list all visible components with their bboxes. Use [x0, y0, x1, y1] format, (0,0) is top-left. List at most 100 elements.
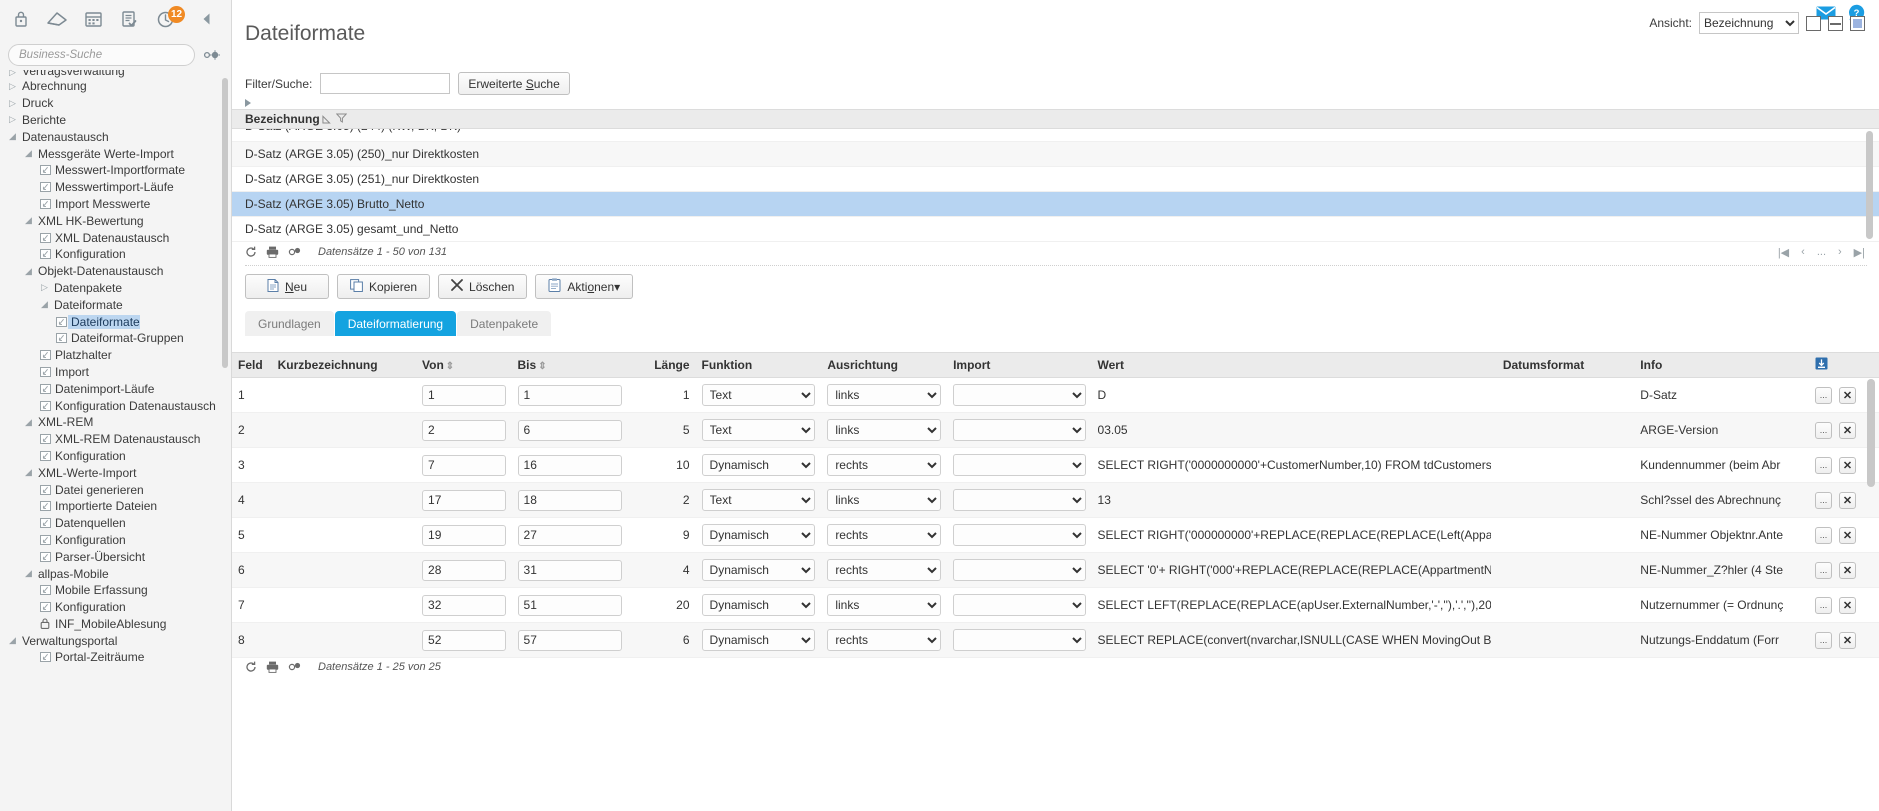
record-list-item[interactable]: D-Satz (ARGE 3.05) Brutto_Netto [232, 192, 1879, 218]
record-list-item[interactable]: D-Satz (ARGE 3.05) (250)_nur Direktkoste… [232, 142, 1879, 168]
tab-grundlagen[interactable]: Grundlagen [245, 311, 334, 337]
sidebar-item-verwaltungsportal[interactable]: ◢ Verwaltungsportal [0, 632, 231, 649]
data-table-row[interactable]: 4 2TextDynamisch linksrechts 13 Schl?ssel de… [232, 482, 1879, 519]
funktion-select[interactable]: TextDynamisch [701, 559, 816, 582]
advanced-search-button[interactable]: Erweiterte Suche [458, 72, 570, 96]
view-detail-icon[interactable] [1850, 15, 1865, 31]
sidebar-item-xml-rem-datenaustausch[interactable]: XML-REM Datenaustausch [0, 431, 231, 448]
collapse-arrow-icon[interactable]: ◢ [25, 467, 32, 478]
von-input[interactable] [422, 489, 506, 511]
col-export[interactable] [1808, 352, 1879, 379]
sidebar-item-abrechnung[interactable]: ▷ Abrechnung [0, 78, 231, 95]
row-detail-button[interactable]: ... [1814, 386, 1832, 404]
print-icon[interactable] [266, 661, 279, 673]
new-button[interactable]: Neu [245, 274, 329, 300]
funktion-select[interactable]: TextDynamisch [701, 524, 816, 547]
funktion-select[interactable]: TextDynamisch [701, 629, 816, 652]
filter-input[interactable] [320, 73, 451, 95]
sidebar-item-mobile-erfassung[interactable]: Mobile Erfassung [0, 582, 231, 599]
sidebar-item-import-messwerte[interactable]: Import Messwerte [0, 196, 231, 213]
sidebar-item-datenaustausch[interactable]: ◢ Datenaustausch [0, 128, 231, 145]
record-list-item[interactable]: D-Satz (ARGE 3.05) (244) (KW, BK, DK) [232, 129, 1879, 143]
row-detail-button[interactable]: ... [1814, 421, 1832, 439]
sidebar-item-konfiguration[interactable]: Konfiguration [0, 448, 231, 465]
sidebar-item-berichte[interactable]: ▷ Berichte [0, 112, 231, 129]
import-select[interactable] [953, 419, 1086, 442]
tab-datenpakete[interactable]: Datenpakete [457, 311, 552, 337]
delete-button[interactable]: Löschen [438, 274, 528, 300]
bis-input[interactable] [517, 489, 622, 511]
collapse-arrow-icon[interactable]: ◢ [25, 416, 32, 427]
expand-arrow-icon[interactable]: ▷ [9, 97, 16, 108]
import-select[interactable] [953, 524, 1086, 547]
row-detail-button[interactable]: ... [1814, 596, 1832, 614]
von-input[interactable] [422, 454, 506, 476]
tasks-icon[interactable] [118, 8, 140, 30]
von-input[interactable] [422, 524, 506, 546]
sidebar-item-konfiguration[interactable]: Konfiguration [0, 246, 231, 263]
import-select[interactable] [953, 594, 1086, 617]
sidebar-item-konfiguration[interactable]: Konfiguration [0, 532, 231, 549]
bis-input[interactable] [517, 559, 622, 581]
funktion-select[interactable]: TextDynamisch [701, 384, 816, 407]
import-select[interactable] [953, 559, 1086, 582]
expand-right-icon[interactable] [245, 99, 251, 108]
bis-input[interactable] [517, 524, 622, 546]
sidebar-item-xml-datenaustausch[interactable]: XML Datenaustausch [0, 229, 231, 246]
sidebar-item-konfiguration[interactable]: Konfiguration [0, 599, 231, 616]
calendar-icon[interactable] [82, 8, 104, 30]
refresh-icon[interactable] [245, 246, 257, 258]
sidebar-item-importierte-dateien[interactable]: Importierte Dateien [0, 498, 231, 515]
data-table-row[interactable]: 6 4TextDynamisch linksrechts SELECT '0'+ RI… [232, 552, 1879, 589]
collapse-arrow-icon[interactable]: ◢ [9, 635, 16, 646]
data-table-row[interactable]: 3 10TextDynamisch linksrechts SELECT RIGHT(… [232, 447, 1879, 484]
sidebar-item-vertragsverwaltung[interactable]: ▷ Vertragsverwaltung [0, 70, 231, 78]
sidebar-item-datenimport-läufe[interactable]: Datenimport-Läufe [0, 380, 231, 397]
von-input[interactable] [422, 559, 506, 581]
sidebar-item-portal-zeiträume[interactable]: Portal-Zeiträume [0, 649, 231, 666]
print-icon[interactable] [266, 246, 279, 258]
ausrichtung-select[interactable]: linksrechts [827, 629, 942, 652]
sidebar-item-platzhalter[interactable]: Platzhalter [0, 347, 231, 364]
col-von[interactable]: Von ⇕ [416, 352, 512, 379]
refresh-icon[interactable] [245, 661, 257, 673]
expand-arrow-icon[interactable]: ▷ [9, 80, 16, 91]
bis-input[interactable] [517, 419, 622, 441]
bis-input[interactable] [517, 454, 622, 476]
last-page-icon[interactable]: ▶| [1853, 246, 1865, 259]
export-excel-icon[interactable] [288, 246, 301, 258]
row-delete-button[interactable]: ✕ [1838, 526, 1856, 544]
funktion-select[interactable]: TextDynamisch [701, 454, 816, 477]
ausrichtung-select[interactable]: linksrechts [827, 384, 942, 407]
sidebar-item-xml-werte-import[interactable]: ◢ XML-Werte-Import [0, 464, 231, 481]
ausrichtung-select[interactable]: linksrechts [827, 489, 942, 512]
sidebar-item-import[interactable]: Import [0, 364, 231, 381]
view-select[interactable]: Bezeichnung [1699, 12, 1799, 34]
export-excel-icon[interactable] [288, 661, 301, 673]
import-select[interactable] [953, 384, 1086, 407]
copy-button[interactable]: Kopieren [337, 274, 431, 300]
sidebar-item-inf-mobileablesung[interactable]: INF_MobileAblesung [0, 616, 231, 633]
ausrichtung-select[interactable]: linksrechts [827, 559, 942, 582]
von-input[interactable] [422, 629, 506, 651]
col-bis[interactable]: Bis ⇕ [511, 352, 628, 379]
sidebar-item-messgeräte-werte-import[interactable]: ◢ Messgeräte Werte-Import [0, 145, 231, 162]
von-input[interactable] [422, 384, 506, 406]
row-delete-button[interactable]: ✕ [1838, 421, 1856, 439]
row-detail-button[interactable]: ... [1814, 491, 1832, 509]
search-input[interactable] [8, 44, 195, 66]
row-detail-button[interactable]: ... [1814, 561, 1832, 579]
data-table-row[interactable]: 7 20TextDynamisch linksrechts SELECT LEFT(R… [232, 587, 1879, 624]
bis-input[interactable] [517, 629, 622, 651]
sidebar-item-allpas-mobile[interactable]: ◢ allpas-Mobile [0, 565, 231, 582]
data-table-row[interactable]: 5 9TextDynamisch linksrechts SELECT RIGHT('… [232, 517, 1879, 554]
ausrichtung-select[interactable]: linksrechts [827, 524, 942, 547]
view-split-icon[interactable] [1828, 15, 1843, 31]
sidebar-item-datei-generieren[interactable]: Datei generieren [0, 481, 231, 498]
von-input[interactable] [422, 419, 506, 441]
data-table-row[interactable]: 8 6TextDynamisch linksrechts SELECT REPLACE… [232, 622, 1879, 659]
row-detail-button[interactable]: ... [1814, 456, 1832, 474]
sidebar-item-druck[interactable]: ▷ Druck [0, 95, 231, 112]
von-input[interactable] [422, 594, 506, 616]
row-detail-button[interactable]: ... [1814, 631, 1832, 649]
